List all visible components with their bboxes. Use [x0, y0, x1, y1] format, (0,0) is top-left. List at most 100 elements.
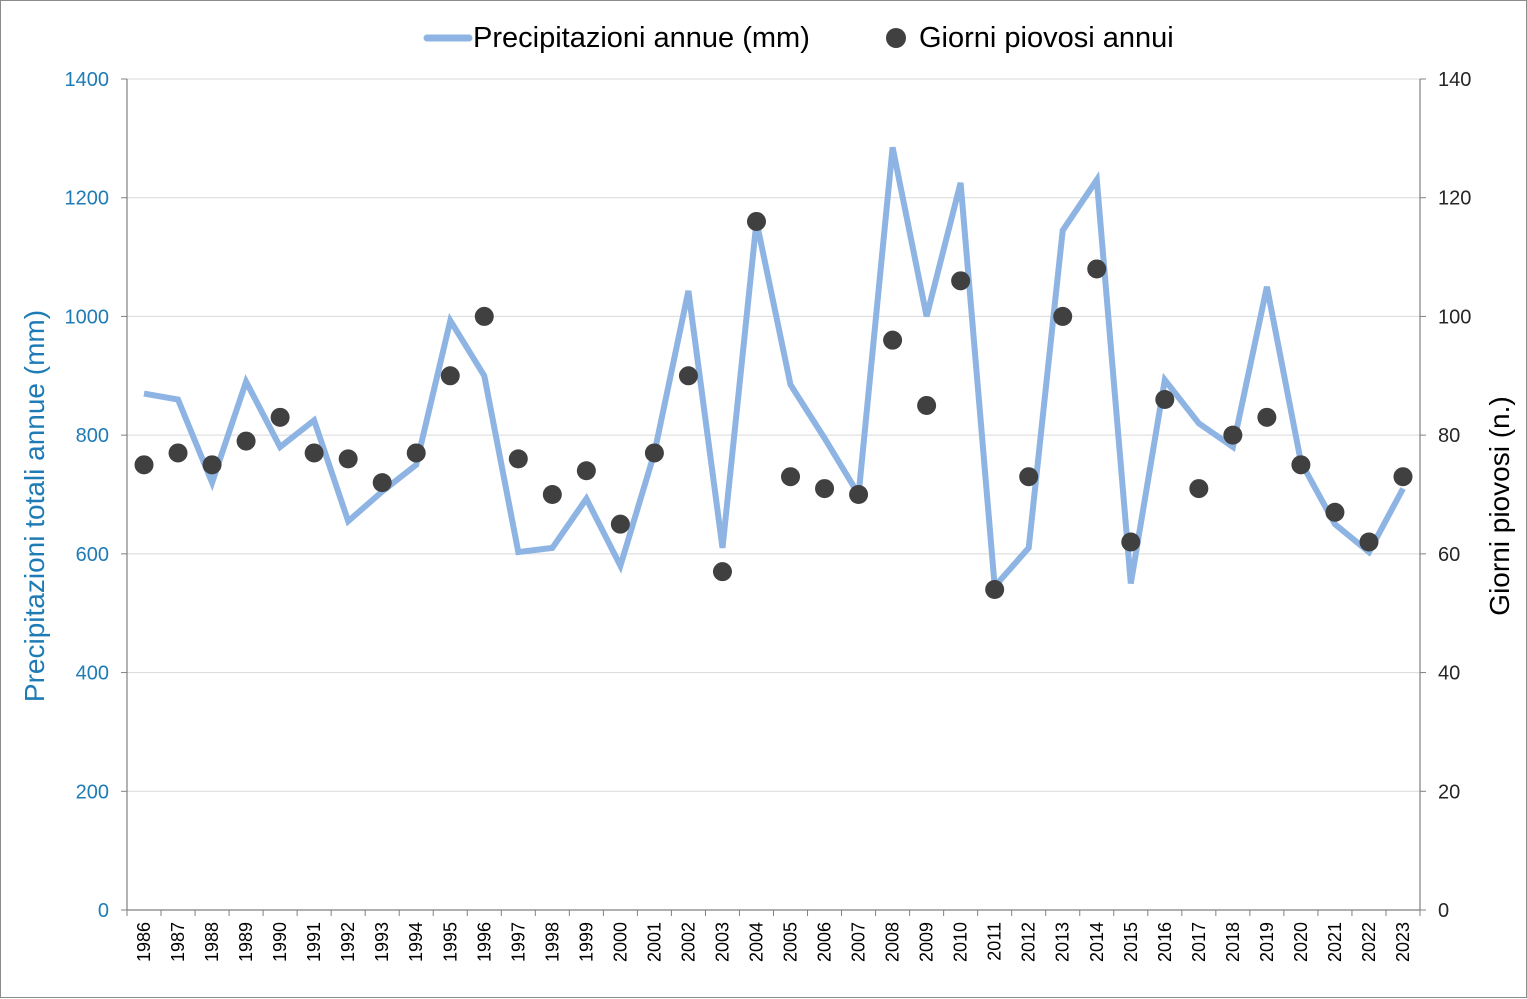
- x-tick-label: 1991: [304, 922, 324, 962]
- rainy-days-point: [883, 330, 903, 350]
- x-tick-label: 2014: [1087, 922, 1107, 962]
- x-tick-label: 2001: [644, 922, 664, 962]
- left-tick-label: 400: [76, 663, 109, 685]
- rainy-days-point: [542, 485, 562, 504]
- x-tick-label: 2003: [712, 922, 732, 962]
- x-tick-label: 2013: [1053, 922, 1073, 962]
- rainy-days-point: [1053, 306, 1073, 326]
- x-tick-label: 2005: [781, 922, 801, 962]
- x-tick-label: 2022: [1359, 922, 1379, 962]
- precip-line: [143, 146, 1406, 594]
- rainy-days-point: [1359, 532, 1379, 552]
- legend: Precipitazioni annue (mm) Giorni piovosi…: [423, 22, 1174, 54]
- x-tick-label: 1992: [338, 922, 358, 962]
- x-tick-label: 2009: [917, 922, 937, 962]
- x-tick-label: 2004: [746, 922, 766, 962]
- legend-label-days: Giorni piovosi annui: [919, 22, 1174, 54]
- rainy-days-point: [951, 271, 971, 291]
- x-tick-label: 1997: [508, 922, 528, 962]
- rainy-days-point: [168, 443, 188, 463]
- x-tick-label: 1998: [542, 922, 562, 962]
- x-tick-label: 2008: [883, 922, 903, 962]
- left-tick-label: 0: [98, 900, 109, 922]
- rainy-days-point: [1189, 479, 1209, 499]
- right-y-tick-labels: 0 20 40 60 80 100 120 140: [1438, 69, 1471, 922]
- rainy-days-point: [372, 473, 392, 493]
- rainy-days-point: [236, 431, 256, 451]
- rainy-days-point: [815, 479, 835, 499]
- rainy-days-point: [440, 366, 460, 386]
- precip-series: [143, 146, 1406, 594]
- rainy-days-point: [474, 306, 494, 326]
- right-tick-label: 120: [1438, 188, 1471, 210]
- x-tick-label: 2017: [1189, 922, 1209, 962]
- left-y-tick-labels: 0 200 400 600 800 1000 1200 1400: [65, 69, 110, 922]
- x-tick-label: 2007: [849, 922, 869, 962]
- rainy-days-point: [304, 443, 324, 463]
- y-axis-left-label: Precipitazioni totali annue (mm): [19, 310, 50, 702]
- x-tick-label: 2019: [1257, 922, 1277, 962]
- right-tick-label: 20: [1438, 781, 1460, 803]
- rainy-days-point: [678, 366, 698, 386]
- rainy-days-point: [781, 467, 801, 487]
- left-tick-label: 1000: [65, 306, 110, 328]
- rainy-days-point: [1087, 259, 1107, 279]
- rainy-days-point: [1121, 532, 1141, 552]
- y-axis-right-label: Giorni piovosi (n.): [1484, 396, 1515, 615]
- x-tick-labels: 1986 1987 1988 1989 1990 1991 1992 1993 1994 1995…: [134, 922, 1413, 962]
- rainy-days-point: [610, 514, 630, 534]
- x-tick-label: 1993: [372, 922, 392, 962]
- rainy-days-point: [270, 407, 290, 427]
- rainy-days-point: [134, 455, 154, 475]
- x-tick-label: 1986: [134, 922, 154, 962]
- x-tick-label: 2020: [1291, 922, 1311, 962]
- x-tick-label: 2021: [1325, 922, 1345, 962]
- x-tick-label: 2012: [1019, 922, 1039, 962]
- x-tick-label: 2018: [1223, 922, 1243, 962]
- x-tick-label: 1994: [406, 922, 426, 962]
- rainy-days-point: [644, 443, 664, 463]
- rainy-days-point: [917, 395, 937, 415]
- rainy-days-point: [406, 443, 426, 463]
- rainy-days-point: [1223, 425, 1243, 445]
- left-tick-label: 800: [76, 425, 109, 447]
- left-tick-label: 200: [76, 781, 109, 803]
- right-tick-label: 100: [1438, 306, 1471, 328]
- right-tick-label: 140: [1438, 69, 1471, 91]
- rainy-days-point: [746, 211, 766, 231]
- x-tick-label: 1990: [270, 922, 290, 962]
- rainy-days-point: [1155, 390, 1175, 410]
- x-tick-label: 2011: [985, 922, 1005, 961]
- x-tick-label: 1988: [202, 922, 222, 962]
- left-tick-label: 1200: [65, 188, 110, 210]
- x-tick-label: 1989: [236, 922, 256, 962]
- axes: [121, 78, 1426, 916]
- x-tick-label: 2002: [678, 922, 698, 962]
- right-tick-label: 0: [1438, 900, 1449, 922]
- right-tick-label: 60: [1438, 544, 1460, 566]
- rainy-days-point: [712, 562, 732, 582]
- right-tick-label: 40: [1438, 663, 1460, 685]
- x-tick-label: 1995: [440, 922, 460, 962]
- x-tick-label: 1999: [576, 922, 596, 962]
- x-tick-label: 2023: [1393, 922, 1413, 962]
- rainy-days-point: [1019, 467, 1039, 487]
- x-tick-label: 2010: [951, 922, 971, 962]
- legend-dot-swatch: [886, 28, 906, 48]
- rainy-days-point: [1325, 502, 1345, 522]
- right-tick-label: 80: [1438, 425, 1460, 447]
- x-tick-label: 2016: [1155, 922, 1175, 962]
- rainy-days-point: [849, 485, 869, 504]
- legend-label-precip: Precipitazioni annue (mm): [473, 22, 810, 54]
- x-tick-label: 1996: [474, 922, 494, 962]
- x-tick-label: 1987: [168, 922, 188, 962]
- rainy-days-point: [1291, 455, 1311, 475]
- x-tick-label: 2000: [610, 922, 630, 962]
- rainy-days-point: [985, 579, 1005, 599]
- x-tick-label: 2006: [815, 922, 835, 962]
- left-tick-label: 600: [76, 544, 109, 566]
- rainy-days-point: [508, 449, 528, 469]
- rainy-days-point: [338, 449, 358, 469]
